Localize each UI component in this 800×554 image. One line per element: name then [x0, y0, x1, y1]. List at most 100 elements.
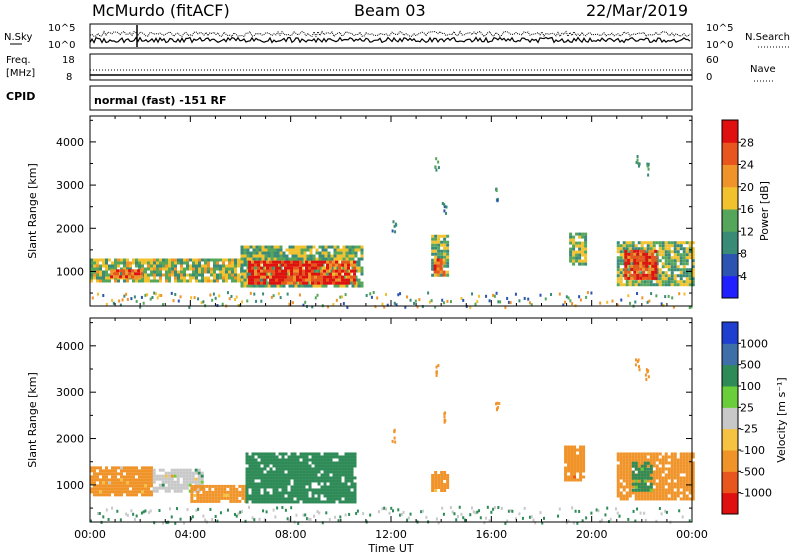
- heatmap-cell: [507, 509, 510, 513]
- heatmap-cell: [661, 470, 665, 474]
- heatmap-cell: [431, 489, 435, 492]
- heatmap-cell: [619, 491, 623, 495]
- heatmap-cell: [290, 461, 294, 465]
- heatmap-cell: [161, 521, 164, 525]
- heatmap-cell: [135, 466, 138, 470]
- heatmap-cell: [191, 471, 195, 475]
- heatmap-cell: [443, 474, 447, 477]
- heatmap-cell: [213, 276, 216, 280]
- heatmap-cell: [624, 270, 628, 274]
- heatmap-cell: [270, 248, 274, 252]
- heatmap-cell: [150, 475, 153, 479]
- heatmap-cell: [679, 458, 683, 462]
- heatmap-cell: [222, 270, 225, 274]
- heatmap-cell: [369, 292, 372, 296]
- heatmap-cell: [254, 485, 258, 489]
- heatmap-cell: [673, 250, 677, 254]
- heatmap-cell: [263, 281, 267, 285]
- heatmap-cell: [624, 261, 628, 265]
- heatmap-cell: [204, 518, 207, 522]
- heatmap-cell: [443, 264, 447, 268]
- heatmap-cell: [309, 245, 313, 249]
- heatmap-cell: [302, 470, 306, 474]
- heatmap-cell: [658, 479, 662, 483]
- heatmap-cell: [650, 292, 653, 296]
- heatmap-cell: [316, 510, 319, 514]
- heatmap-cell: [174, 273, 177, 277]
- heatmap-cell: [219, 276, 222, 280]
- heatmap-cell: [682, 455, 686, 459]
- heatmap-cell: [436, 258, 440, 262]
- heatmap-cell: [682, 470, 686, 474]
- heatmap-cell: [235, 493, 239, 497]
- heatmap-cell: [99, 469, 102, 473]
- heatmap-cell: [305, 263, 309, 267]
- heatmap-cell: [433, 261, 437, 265]
- heatmap-cell: [558, 292, 561, 296]
- heatmap-cell: [691, 259, 695, 263]
- heatmap-cell: [170, 471, 174, 475]
- heatmap-cell: [564, 460, 568, 464]
- heatmap-cell: [573, 454, 577, 458]
- heatmap-cell: [688, 271, 692, 275]
- heatmap-cell: [616, 458, 620, 462]
- heatmap-cell: [640, 467, 644, 471]
- heatmap-cell: [159, 276, 162, 280]
- heatmap-cell: [688, 256, 692, 260]
- heatmap-cell: [117, 487, 120, 491]
- heatmap-cell: [682, 476, 686, 480]
- heatmap-cell: [351, 257, 355, 261]
- colorbar-swatch: [722, 209, 738, 232]
- heatmap-cell: [90, 519, 92, 523]
- heatmap-cell: [570, 472, 574, 476]
- heatmap-cell: [165, 270, 168, 274]
- heatmap-cell: [306, 284, 310, 288]
- heatmap-cell: [207, 267, 210, 271]
- heatmap-cell: [564, 478, 568, 482]
- heatmap-cell: [627, 276, 631, 280]
- heatmap-cell: [183, 267, 186, 271]
- heatmap-cell: [266, 494, 270, 498]
- heatmap-cell: [114, 267, 117, 271]
- heatmap-cell: [197, 474, 201, 478]
- heatmap-cell: [314, 275, 318, 279]
- heatmap-cell: [393, 301, 396, 305]
- heatmap-cell: [622, 241, 626, 245]
- heatmap-cell: [156, 296, 159, 300]
- heatmap-cell: [188, 305, 191, 309]
- heatmap-cell: [117, 264, 120, 268]
- heatmap-cell: [228, 267, 231, 271]
- heatmap-cell: [622, 256, 626, 260]
- heatmap-cell: [569, 241, 573, 245]
- heatmap-cell: [347, 275, 351, 279]
- heatmap-cell: [655, 497, 659, 501]
- heatmap-cell: [394, 230, 397, 234]
- heatmap-cell: [246, 245, 250, 249]
- heatmap-cell: [682, 241, 686, 245]
- heatmap-cell: [335, 275, 339, 279]
- heatmap-cell: [213, 267, 216, 271]
- heatmap-cell: [188, 483, 192, 487]
- heatmap-cell: [260, 479, 264, 483]
- heatmap-cell: [573, 478, 577, 482]
- heatmap-cell: [311, 260, 315, 264]
- heatmap-cell: [688, 283, 692, 287]
- heatmap-cell: [622, 470, 626, 474]
- heatmap-cell: [294, 248, 298, 252]
- heatmap-cell: [639, 264, 643, 268]
- heatmap-cell: [345, 251, 349, 255]
- heatmap-cell: [582, 475, 586, 479]
- heatmap-cell: [214, 496, 218, 500]
- heatmap-cell: [660, 512, 663, 516]
- heatmap-cell: [341, 467, 345, 471]
- heatmap-cell: [636, 264, 640, 268]
- heatmap-cell: [238, 484, 242, 488]
- heatmap-cell: [183, 258, 186, 262]
- heatmap-cell: [353, 500, 357, 504]
- heatmap-cell: [294, 284, 298, 288]
- heatmap-cell: [117, 472, 120, 476]
- heatmap-cell: [182, 483, 186, 487]
- heatmap-cell: [350, 470, 354, 474]
- heatmap-cell: [169, 507, 172, 511]
- heatmap-cell: [159, 267, 162, 271]
